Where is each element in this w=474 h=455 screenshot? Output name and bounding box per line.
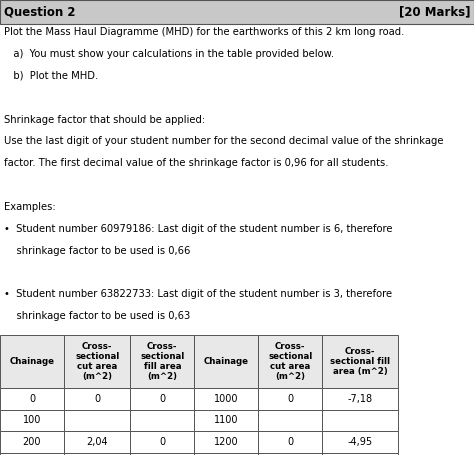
Text: 1000: 1000	[214, 394, 238, 404]
Bar	[258, 410, 322, 431]
Bar	[0, 410, 64, 431]
Bar	[64, 388, 130, 410]
Text: 0: 0	[94, 394, 100, 404]
Text: b)  Plot the MHD.: b) Plot the MHD.	[4, 71, 98, 81]
Text: Cross-
sectional
fill area
(m^2): Cross- sectional fill area (m^2)	[140, 342, 184, 381]
Bar	[0, 431, 64, 453]
Text: 200: 200	[23, 437, 41, 447]
Bar	[64, 335, 130, 388]
Bar	[0, 453, 64, 455]
Text: 0: 0	[287, 394, 293, 404]
Bar	[0, 388, 64, 410]
Bar	[130, 453, 194, 455]
Text: -7,18: -7,18	[347, 394, 373, 404]
Text: 100: 100	[23, 415, 41, 425]
Text: -4,95: -4,95	[347, 437, 373, 447]
Text: 0: 0	[159, 394, 165, 404]
Bar	[322, 388, 398, 410]
Bar	[194, 431, 258, 453]
Bar	[258, 453, 322, 455]
Text: [20 Marks]: [20 Marks]	[399, 5, 470, 18]
Text: Cross-
sectional fill
area (m^2): Cross- sectional fill area (m^2)	[330, 347, 390, 376]
Text: shrinkage factor to be used is 0,63: shrinkage factor to be used is 0,63	[4, 311, 190, 321]
Text: factor. The first decimal value of the shrinkage factor is 0,96 for all students: factor. The first decimal value of the s…	[4, 158, 388, 168]
Text: Shrinkage factor that should be applied:: Shrinkage factor that should be applied:	[4, 115, 205, 125]
Text: Question 2: Question 2	[4, 5, 75, 18]
Bar	[322, 453, 398, 455]
Bar	[258, 431, 322, 453]
Bar	[194, 335, 258, 388]
Text: •  Student number 63822733: Last digit of the student number is 3, therefore: • Student number 63822733: Last digit of…	[4, 289, 392, 299]
Bar	[64, 453, 130, 455]
Text: Cross-
sectional
cut area
(m^2): Cross- sectional cut area (m^2)	[268, 342, 312, 381]
Bar	[194, 388, 258, 410]
Text: Examples:: Examples:	[4, 202, 55, 212]
Text: 2,04: 2,04	[86, 437, 108, 447]
Text: •  Student number 60979186: Last digit of the student number is 6, therefore: • Student number 60979186: Last digit of…	[4, 224, 392, 234]
Text: Use the last digit of your student number for the second decimal value of the sh: Use the last digit of your student numbe…	[4, 136, 443, 147]
Bar	[322, 431, 398, 453]
Bar	[322, 335, 398, 388]
Bar	[130, 335, 194, 388]
Bar	[258, 335, 322, 388]
Bar	[194, 453, 258, 455]
Text: 1200: 1200	[214, 437, 238, 447]
Text: a)  You must show your calculations in the table provided below.: a) You must show your calculations in th…	[4, 49, 334, 59]
Bar	[130, 388, 194, 410]
Text: 0: 0	[159, 437, 165, 447]
Bar	[64, 410, 130, 431]
Bar	[322, 410, 398, 431]
Text: Chainage: Chainage	[9, 357, 55, 366]
Text: shrinkage factor to be used is 0,66: shrinkage factor to be used is 0,66	[4, 246, 190, 256]
Bar	[0, 335, 64, 388]
Text: 0: 0	[29, 394, 35, 404]
Bar	[64, 431, 130, 453]
Bar	[258, 388, 322, 410]
Bar	[130, 410, 194, 431]
Text: Cross-
sectional
cut area
(m^2): Cross- sectional cut area (m^2)	[75, 342, 119, 381]
Bar	[130, 431, 194, 453]
Bar	[0, 0, 474, 24]
Bar	[194, 410, 258, 431]
Text: 0: 0	[287, 437, 293, 447]
Text: Plot the Mass Haul Diagramme (MHD) for the earthworks of this 2 km long road.: Plot the Mass Haul Diagramme (MHD) for t…	[4, 27, 404, 37]
Text: 1100: 1100	[214, 415, 238, 425]
Text: Chainage: Chainage	[204, 357, 249, 366]
